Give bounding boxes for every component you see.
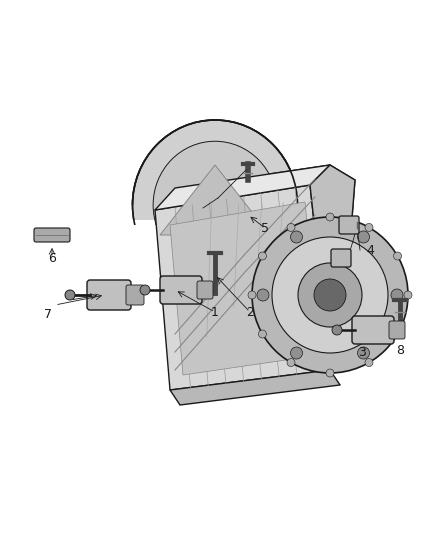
Circle shape [248, 291, 256, 299]
Polygon shape [155, 185, 330, 390]
Circle shape [404, 291, 412, 299]
Circle shape [326, 369, 334, 377]
Circle shape [298, 263, 362, 327]
Circle shape [332, 325, 342, 335]
Circle shape [287, 223, 295, 231]
Circle shape [290, 231, 303, 243]
Polygon shape [170, 370, 340, 405]
FancyBboxPatch shape [197, 281, 213, 299]
Circle shape [314, 279, 346, 311]
Circle shape [394, 252, 402, 260]
FancyBboxPatch shape [126, 285, 144, 305]
Polygon shape [155, 185, 330, 390]
Polygon shape [310, 165, 355, 370]
Circle shape [391, 289, 403, 301]
FancyBboxPatch shape [87, 280, 131, 310]
Circle shape [357, 231, 370, 243]
Polygon shape [100, 225, 340, 420]
Polygon shape [155, 165, 330, 210]
Circle shape [257, 289, 269, 301]
FancyBboxPatch shape [339, 216, 359, 234]
Circle shape [258, 252, 266, 260]
Ellipse shape [153, 141, 277, 269]
Polygon shape [100, 220, 340, 420]
FancyBboxPatch shape [352, 316, 394, 344]
Ellipse shape [133, 120, 297, 290]
Polygon shape [310, 165, 355, 370]
FancyBboxPatch shape [331, 249, 351, 267]
Text: 1: 1 [211, 305, 219, 319]
Polygon shape [170, 370, 340, 405]
Circle shape [365, 359, 373, 367]
Text: 4: 4 [366, 244, 374, 256]
Circle shape [365, 223, 373, 231]
FancyBboxPatch shape [160, 276, 202, 304]
FancyBboxPatch shape [389, 321, 405, 339]
Text: 5: 5 [261, 222, 269, 235]
Text: 8: 8 [396, 343, 404, 357]
Circle shape [140, 285, 150, 295]
Polygon shape [170, 202, 320, 375]
Polygon shape [155, 165, 330, 210]
Circle shape [65, 290, 75, 300]
Circle shape [326, 213, 334, 221]
Circle shape [287, 359, 295, 367]
Text: 2: 2 [246, 305, 254, 319]
FancyBboxPatch shape [34, 228, 70, 242]
Polygon shape [160, 165, 270, 235]
Circle shape [394, 330, 402, 338]
Circle shape [357, 347, 370, 359]
Text: 7: 7 [44, 309, 52, 321]
Text: 3: 3 [358, 345, 366, 359]
Circle shape [252, 217, 408, 373]
Circle shape [290, 347, 303, 359]
Circle shape [272, 237, 388, 353]
Text: 6: 6 [48, 252, 56, 264]
Circle shape [258, 330, 266, 338]
